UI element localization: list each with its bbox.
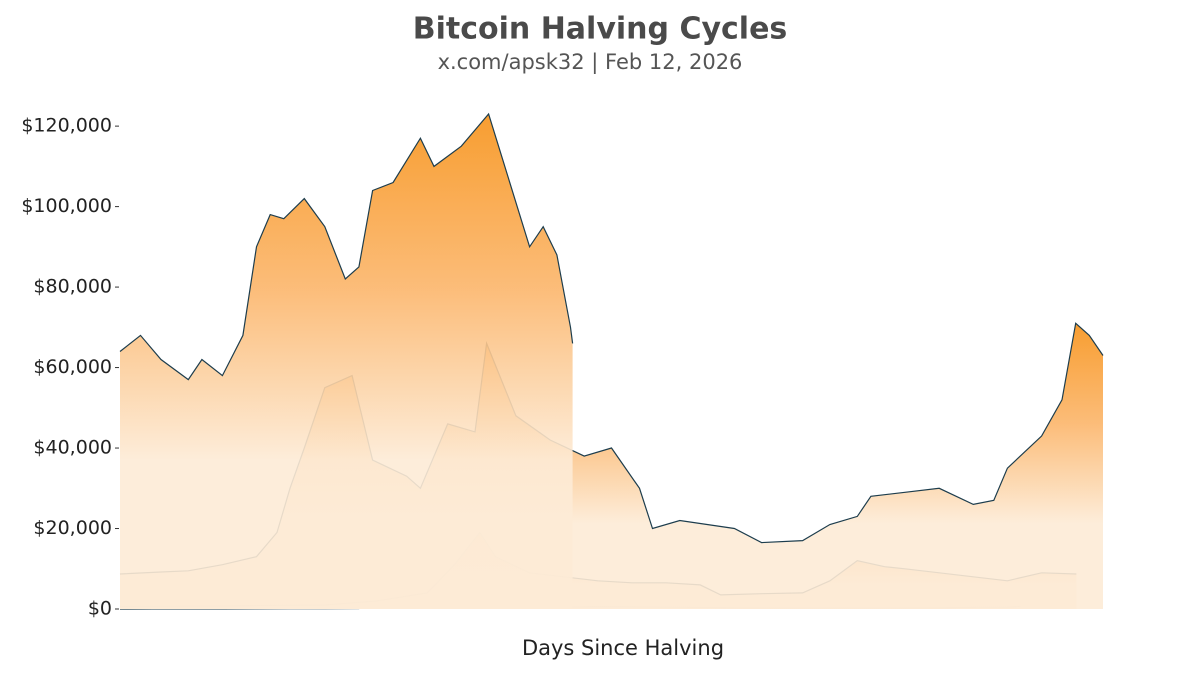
y-tick-label: $120,000: [21, 115, 112, 137]
price-area: [120, 114, 573, 609]
chart-subtitle: x.com/apsk32 | Feb 12, 2026: [438, 50, 743, 75]
chart-title: Bitcoin Halving Cycles: [413, 12, 788, 47]
y-tick-label: $60,000: [33, 356, 112, 378]
price-line: [119, 112, 574, 381]
y-tick-label: $40,000: [33, 437, 112, 459]
y-tick-label: $100,000: [21, 195, 112, 217]
y-tick-label: $80,000: [33, 276, 112, 298]
y-tick-label: $0: [88, 598, 112, 620]
x-axis-label: Days Since Halving: [522, 636, 724, 660]
y-tick-label: $20,000: [33, 517, 112, 539]
